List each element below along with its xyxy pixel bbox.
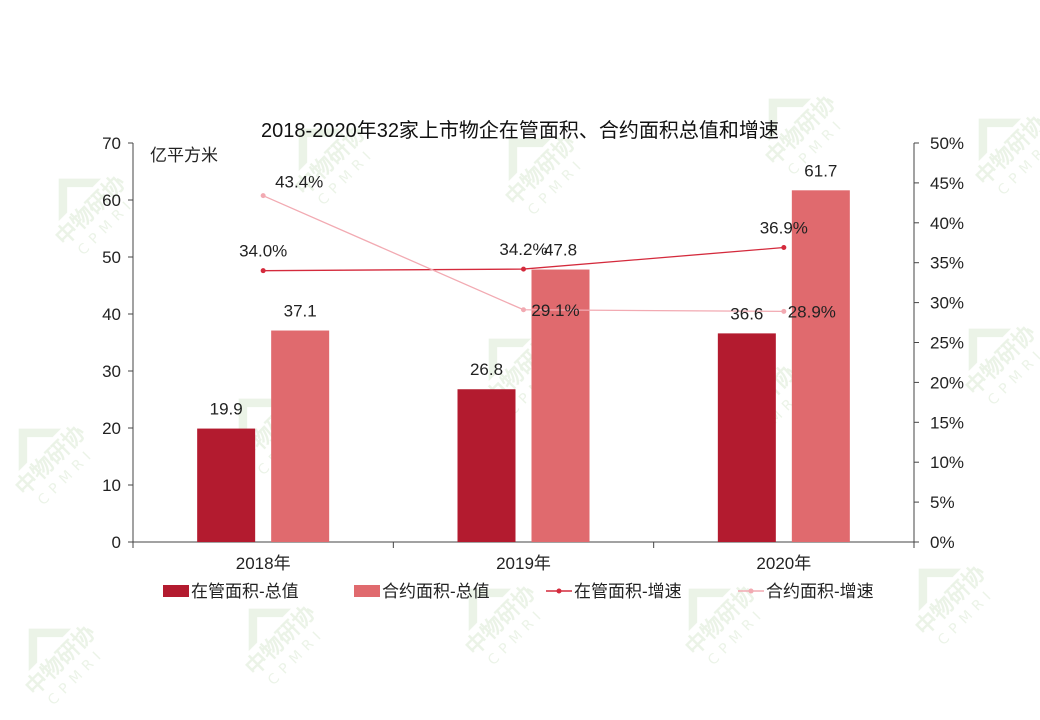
legend-swatch [354,585,380,597]
line-data-label: 34.0% [239,242,287,261]
bar-data-label: 37.1 [284,302,317,321]
legend-label: 在管面积-增速 [574,582,682,601]
x-tick-label: 2018年 [236,554,291,573]
bar-data-label: 61.7 [804,161,837,180]
bars [197,190,850,542]
bar [791,190,850,542]
bar-data-label: 36.6 [730,304,763,323]
legend-swatch [163,585,189,597]
bar [717,333,776,542]
bar-data-label: 26.8 [470,360,503,379]
bar [271,330,330,542]
legend-item: 合约面积-总值 [354,582,490,601]
legend-item: 在管面积-增速 [546,582,682,601]
bar-data-label: 47.8 [544,241,577,260]
y2-tick-label: 35% [930,254,964,273]
y-tick-label: 0 [112,533,121,552]
legend-label: 合约面积-增速 [766,582,874,601]
y-tick-label: 60 [102,191,121,210]
y-tick-label: 40 [102,305,121,324]
bar [197,428,256,542]
line-data-label: 43.4% [275,173,323,192]
y2-tick-label: 45% [930,174,964,193]
line-point [781,308,787,314]
y-tick-label: 50 [102,248,121,267]
y2-tick-label: 15% [930,413,964,432]
y2-tick-label: 0% [930,533,955,552]
data-labels: 19.9 26.8 36.6 37.1 47.8 61.7 34.0% 34.2% 36.9% 4… [210,161,838,418]
line-data-label: 36.9% [760,219,808,238]
legend-marker [556,588,562,594]
line-point [521,266,526,272]
watermark-house-icon [58,178,102,222]
y-axis-unit-label: 亿平方米 [150,146,218,165]
legend-label: 在管面积-总值 [191,582,299,601]
y-tick-label: 10 [102,476,121,495]
y-tick-label: 30 [102,362,121,381]
line-point [260,193,266,199]
legend-marker [748,588,754,594]
legend-item: 在管面积-总值 [163,582,299,601]
y-tick-label: 20 [102,419,121,438]
axes: 0 10 20 30 40 50 60 70 0% 5% 10% 15% 20% 25% 30% 35% 40%… [102,134,964,573]
y2-tick-label: 5% [930,493,955,512]
line-data-label: 34.2% [499,240,547,259]
y2-tick-label: 50% [930,134,964,153]
x-tick-label: 2020年 [756,554,811,573]
x-tick-label: 2019年 [496,554,551,573]
y2-tick-label: 25% [930,334,964,353]
bar [531,269,590,542]
lines [260,193,787,314]
chart-title: 2018-2020年32家上市物企在管面积、合约面积总值和增速 [261,119,779,142]
legend-label: 合约面积-总值 [382,582,490,601]
line-data-label: 28.9% [788,302,836,321]
line-point [260,268,266,274]
y-tick-label: 70 [102,134,121,153]
line-point [521,307,526,313]
watermark-house-icon [298,128,342,172]
line-data-label: 29.1% [531,301,579,320]
bar [457,389,516,542]
y2-tick-label: 40% [930,214,964,233]
legend-item: 合约面积-增速 [738,582,874,601]
legend: 在管面积-总值 合约面积-总值 在管面积-增速 合约面积-增速 [163,582,874,601]
y2-tick-label: 20% [930,373,964,392]
bar-data-label: 19.9 [210,400,243,419]
y2-tick-label: 10% [930,453,964,472]
line-point [781,245,787,251]
y2-tick-label: 30% [930,294,964,313]
watermark-house-icon [488,338,532,382]
